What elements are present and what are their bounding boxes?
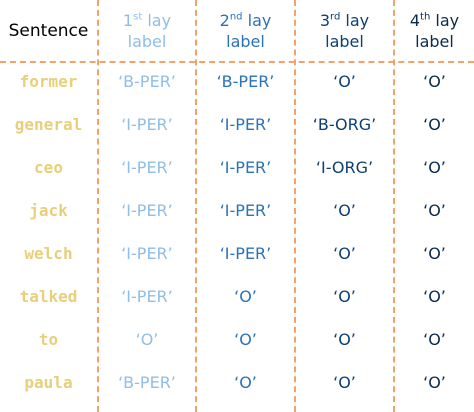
layer-4-label: ‘O’ [423,157,446,177]
layer-header-line1: 3rd lay [320,10,369,31]
layer-2-label: ‘I-PER’ [219,157,272,177]
layer-4-label: ‘O’ [423,71,446,91]
layer-lay-text: lay [340,11,370,30]
column-divider [393,0,395,412]
layer-header-line1: 2nd lay [220,10,272,31]
layer-1-header: 1st lay label [99,6,195,56]
layer-3-label: ‘O’ [333,200,356,220]
layer-2-label: ‘I-PER’ [219,200,272,220]
layer-number: 2 [219,11,230,30]
layer-ordinal-suffix: th [420,11,431,23]
layer-4-label: ‘O’ [423,329,446,349]
layer-2-label: ‘O’ [234,372,257,392]
layer-3-label: ‘B-ORG’ [312,114,377,134]
layer-2-label: ‘B-PER’ [216,71,275,91]
layer-1-label: ‘I-PER’ [121,286,173,306]
layer-number: 4 [409,11,421,30]
layer-3-header: 3rd lay label [296,6,393,56]
layer-header-line1: 4th lay [410,10,459,31]
sentence-header: Sentence [8,21,89,41]
layer-lay-text: lay [242,11,272,30]
layer-ordinal-suffix: st [133,11,143,23]
column-divider [294,0,296,412]
layer-1-label: ‘B-PER’ [118,71,176,91]
layer-4-header: 4th lay label [395,6,474,56]
header-divider [0,61,474,63]
layer-label-text: label [127,32,167,51]
layer-lay-text: lay [142,11,172,30]
sentence-word: ceo [34,157,63,177]
layer-1-label: ‘B-PER’ [118,372,176,392]
layer-1-label: ‘I-PER’ [121,243,173,263]
column-divider [195,0,197,412]
layer-1-label: ‘I-PER’ [121,114,173,134]
layer-2-header: 2nd lay label [197,6,294,56]
layer-4-label: ‘O’ [423,286,446,306]
layer-2-label: ‘I-PER’ [219,243,272,263]
layer-1-label: ‘I-PER’ [121,157,173,177]
layer-number: 3 [319,11,331,30]
layer-header-line1: 1st lay [123,10,171,31]
layer-number: 1 [122,11,134,30]
layer-4-label: ‘O’ [423,243,446,263]
sentence-word: former [19,71,78,91]
layer-1-label: ‘O’ [135,329,159,349]
layer-label-text: label [325,32,364,51]
layer-3-label: ‘O’ [333,243,356,263]
sentence-word: welch [24,243,73,263]
sentence-word: jack [29,200,68,220]
sentence-word: to [38,329,59,349]
layer-4-label: ‘O’ [423,372,446,392]
layer-3-label: ‘O’ [333,286,356,306]
sentence-word: general [14,114,83,134]
layer-2-label: ‘I-PER’ [219,114,272,134]
layer-3-label: ‘O’ [333,71,356,91]
layer-label-text: label [415,32,454,51]
layer-4-label: ‘O’ [423,114,446,134]
layer-ordinal-suffix: nd [229,11,243,23]
layer-1-label: ‘I-PER’ [121,200,173,220]
layer-2-label: ‘O’ [234,286,257,306]
layer-4-label: ‘O’ [423,200,446,220]
layer-lay-text: lay [430,11,460,30]
layer-3-label: ‘I-ORG’ [315,157,374,177]
sentence-word: talked [19,286,78,306]
layer-ordinal-suffix: rd [330,11,341,23]
layer-3-label: ‘O’ [333,372,356,392]
layer-3-label: ‘O’ [333,329,356,349]
column-divider [97,0,99,412]
layer-2-label: ‘O’ [234,329,257,349]
layer-label-text: label [226,32,265,51]
sentence-word: paula [24,372,73,392]
